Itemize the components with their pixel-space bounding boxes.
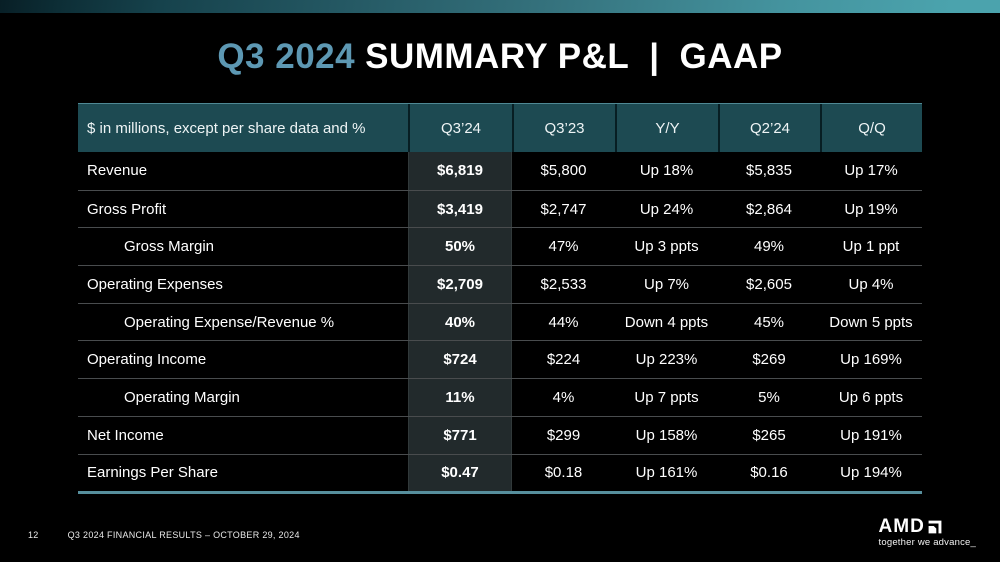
- cell-q2-24: $2,864: [746, 200, 792, 218]
- cell-q3-23: 4%: [552, 388, 575, 406]
- row-label: Gross Margin: [124, 238, 215, 256]
- cell-qq: Down 5 ppts: [829, 313, 913, 331]
- cell-q3-23: 47%: [548, 238, 579, 256]
- cell-yy: Up 158%: [635, 426, 698, 444]
- cell-qq: Up 194%: [840, 464, 902, 482]
- cell-q3-24: 50%: [408, 228, 512, 266]
- cell-yy: Up 18%: [639, 162, 694, 180]
- column-header-yy: Y/Y: [615, 104, 718, 152]
- cell-qq: Up 17%: [844, 162, 898, 180]
- table-row-operating-income: Operating Income $724 $224 Up 223% $269 …: [78, 340, 922, 379]
- row-label: Gross Profit: [87, 200, 167, 218]
- row-label: Earnings Per Share: [87, 464, 218, 482]
- logo-tagline: together we advance_: [878, 537, 976, 548]
- page-number: 12: [28, 530, 39, 540]
- table-row-net-income: Net Income $771 $299 Up 158% $265 Up 191…: [78, 415, 922, 454]
- amd-brand: AMD: [879, 517, 942, 536]
- pnl-table: $ in millions, except per share data and…: [78, 103, 922, 495]
- amd-arrow-icon: [928, 520, 942, 534]
- cell-yy: Up 24%: [639, 200, 694, 218]
- cell-yy: Up 7%: [643, 275, 690, 293]
- cell-q2-24: $2,605: [746, 275, 792, 293]
- column-header-q3-23: Q3’23: [512, 104, 615, 152]
- cell-q2-24: $265: [752, 426, 786, 444]
- cell-q2-24: $0.16: [750, 464, 788, 482]
- cell-q3-24: $771: [408, 416, 512, 454]
- table-row-opex-revenue-pct: Operating Expense/Revenue % 40% 44% Down…: [78, 302, 922, 341]
- row-label: Net Income: [87, 426, 164, 444]
- slide-title: Q3 2024 SUMMARY P&L | GAAP: [0, 34, 1000, 80]
- cell-qq: Up 6 ppts: [838, 388, 904, 406]
- cell-q3-23: 44%: [548, 313, 579, 331]
- cell-q2-24: 5%: [758, 388, 780, 406]
- cell-q3-23: $2,533: [540, 275, 587, 293]
- cell-q2-24: $269: [752, 351, 786, 369]
- cell-q3-24: $0.47: [408, 454, 512, 492]
- cell-qq: Up 19%: [844, 200, 898, 218]
- table-row-revenue: Revenue $6,819 $5,800 Up 18% $5,835 Up 1…: [78, 152, 922, 190]
- cell-yy: Up 161%: [635, 464, 698, 482]
- table-row-gross-margin: Gross Margin 50% 47% Up 3 ppts 49% Up 1 …: [78, 227, 922, 266]
- cell-qq: Up 169%: [840, 351, 902, 369]
- slide-footer: 12 Q3 2024 FINANCIAL RESULTS – OCTOBER 2…: [28, 530, 300, 540]
- cell-q3-24: 40%: [408, 303, 512, 341]
- row-label: Operating Income: [87, 351, 207, 369]
- cell-qq: Up 4%: [848, 275, 894, 293]
- title-suffix: GAAP: [679, 37, 783, 76]
- cell-q3-24: 11%: [408, 379, 512, 416]
- cell-yy: Down 4 ppts: [624, 313, 709, 331]
- footer-text: Q3 2024 FINANCIAL RESULTS – OCTOBER 29, …: [67, 530, 300, 540]
- cell-q3-23: $299: [546, 426, 581, 444]
- row-label: Operating Expenses: [87, 275, 223, 293]
- cell-q3-24: $3,419: [408, 190, 512, 228]
- cell-q2-24: 49%: [753, 238, 785, 256]
- top-accent-bar: [0, 0, 1000, 13]
- cell-qq: Up 1 ppt: [842, 238, 900, 256]
- row-label: Operating Expense/Revenue %: [124, 313, 335, 331]
- cell-q3-24: $724: [408, 341, 512, 379]
- title-main: SUMMARY P&L: [365, 37, 630, 76]
- cell-q3-23: $224: [546, 351, 581, 369]
- cell-q3-23: $2,747: [540, 200, 587, 218]
- cell-yy: Up 7 ppts: [634, 388, 699, 406]
- table-row-eps: Earnings Per Share $0.47 $0.18 Up 161% $…: [78, 453, 922, 492]
- cell-q2-24: 45%: [753, 313, 785, 331]
- amd-brand-text: AMD: [878, 516, 925, 537]
- table-row-operating-expenses: Operating Expenses $2,709 $2,533 Up 7% $…: [78, 265, 922, 303]
- cell-yy: Up 3 ppts: [634, 238, 699, 256]
- table-body: Revenue $6,819 $5,800 Up 18% $5,835 Up 1…: [78, 152, 922, 492]
- cell-qq: Up 191%: [840, 426, 902, 444]
- column-header-qq: Q/Q: [820, 104, 922, 152]
- cell-q3-23: $5,800: [540, 162, 587, 180]
- column-header-q3-24: Q3’24: [408, 104, 512, 152]
- cell-yy: Up 223%: [635, 351, 698, 369]
- table-row-gross-profit: Gross Profit $3,419 $2,747 Up 24% $2,864…: [78, 189, 922, 228]
- row-label: Operating Margin: [124, 388, 240, 406]
- title-divider: |: [649, 37, 660, 76]
- title-quarter: Q3 2024: [217, 37, 356, 76]
- cell-q3-23: $0.18: [544, 464, 583, 482]
- cell-q2-24: $5,835: [746, 162, 792, 180]
- cell-q3-24: $6,819: [408, 152, 512, 190]
- cell-q3-24: $2,709: [408, 266, 512, 303]
- row-label: Revenue: [87, 162, 148, 180]
- table-row-operating-margin: Operating Margin 11% 4% Up 7 ppts 5% Up …: [78, 378, 922, 416]
- table-header-row: $ in millions, except per share data and…: [78, 103, 922, 152]
- column-header-metric: $ in millions, except per share data and…: [87, 119, 366, 137]
- amd-logo: AMD together we advance_: [879, 517, 976, 548]
- column-header-q2-24: Q2’24: [718, 104, 820, 152]
